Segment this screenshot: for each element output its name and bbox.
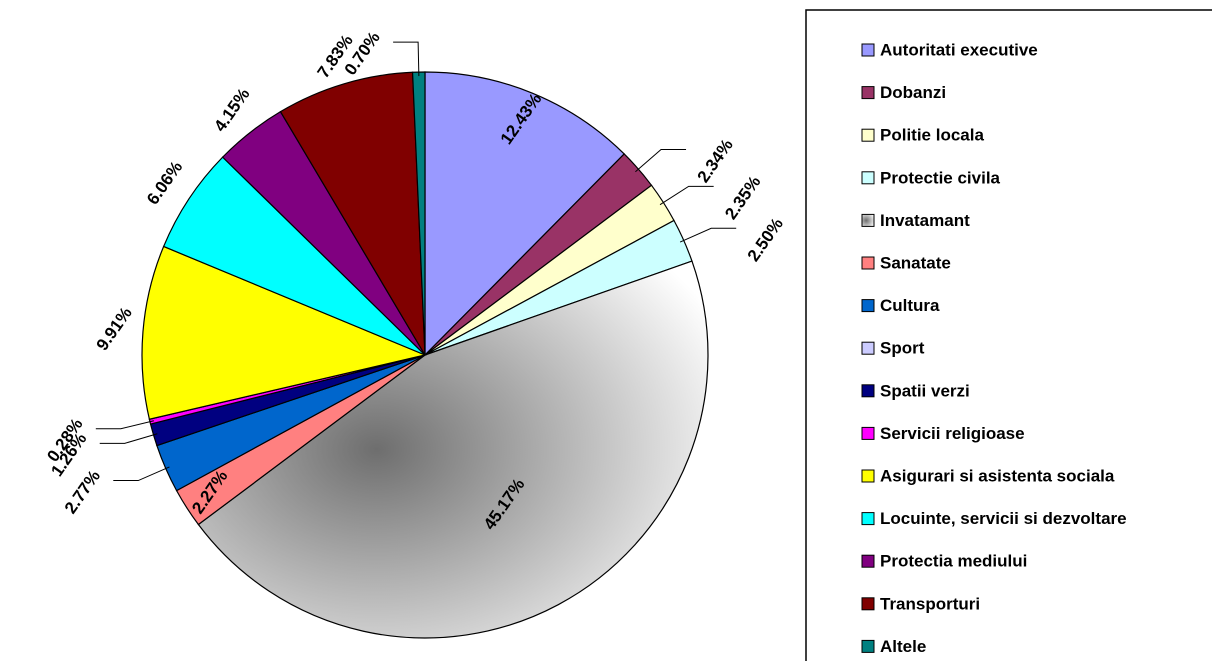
legend-swatch: [861, 86, 875, 100]
legend-swatch: [861, 384, 875, 398]
data-label: 2.77%: [61, 467, 104, 517]
pie-slice: [424, 71, 626, 357]
legend-label: Cultura: [880, 296, 940, 315]
legend-label: Sanatate: [880, 253, 951, 272]
legend-swatch: [861, 512, 875, 526]
legend-label: Politie locala: [880, 126, 984, 145]
legend-swatch: [861, 43, 875, 57]
legend: Autoritati executive Dobanzi Politie local…: [861, 40, 1127, 656]
legend-label: Transporturi: [880, 594, 980, 613]
legend-label: Spatii verzi: [880, 381, 970, 400]
legend-label: Protectia mediului: [880, 552, 1027, 571]
leader-line: [659, 185, 714, 206]
legend-box: [805, 9, 1212, 661]
leader-line: [95, 420, 154, 430]
pie: 12.43%2.34%2.35%2.50%45.17%2.27%2.77%1.2…: [43, 28, 787, 639]
legend-label: Protectie civila: [880, 168, 1001, 187]
leader-line: [393, 41, 420, 77]
legend-label: Invatamant: [880, 211, 970, 230]
legend-swatch: [861, 639, 875, 653]
legend-label: Dobanzi: [880, 83, 946, 102]
pie-slice: [279, 71, 426, 356]
legend-swatch: [861, 128, 875, 142]
leader-line: [113, 466, 170, 482]
legend-label: Locuinte, servicii si dezvoltare: [880, 509, 1127, 528]
legend-swatch: [861, 171, 875, 185]
legend-swatch: [861, 554, 875, 568]
data-label: 2.50%: [744, 215, 787, 265]
pie-slice: [141, 245, 427, 420]
legend-swatch: [861, 299, 875, 313]
legend-label: Sport: [880, 339, 925, 358]
data-label: 2.34%: [694, 136, 737, 186]
legend-swatch: [861, 426, 875, 440]
leader-line: [99, 433, 158, 444]
leader-line: [635, 148, 687, 173]
pie-slice: [197, 260, 709, 639]
leader-line: [679, 227, 737, 243]
data-label: 4.15%: [210, 85, 253, 135]
legend-label: Servicii religioase: [880, 424, 1025, 443]
data-label: 2.35%: [721, 173, 764, 223]
legend-swatch: [861, 256, 875, 270]
legend-swatch: [861, 597, 875, 611]
legend-swatch: [861, 469, 875, 483]
legend-label: Autoritati executive: [880, 40, 1038, 59]
legend-label: Asigurari si asistenta sociala: [880, 466, 1115, 485]
data-label: 6.06%: [143, 158, 186, 208]
data-label: 9.91%: [93, 304, 136, 354]
legend-swatch: [861, 341, 875, 355]
legend-swatch: [861, 213, 875, 227]
legend-label: Altele: [880, 637, 926, 656]
